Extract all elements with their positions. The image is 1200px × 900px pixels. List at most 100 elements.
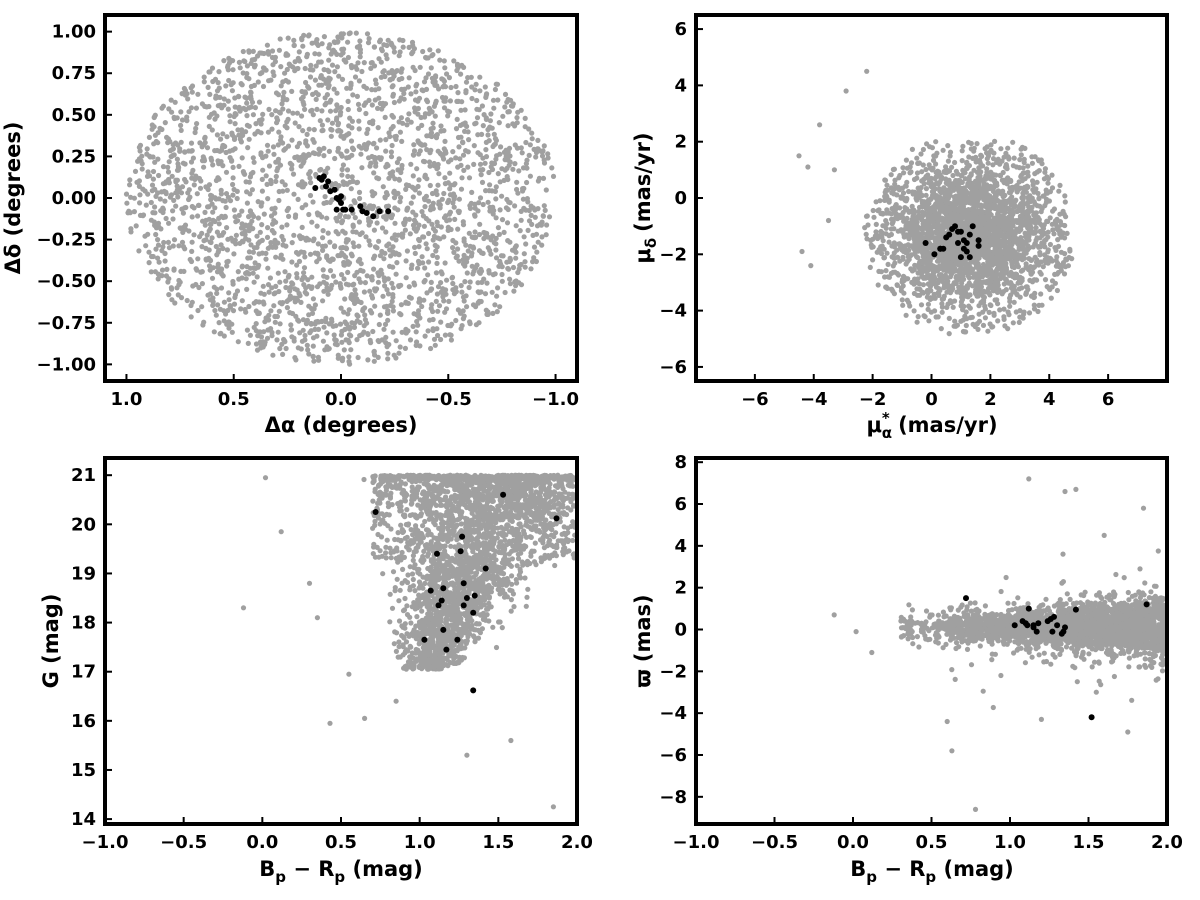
sky-field-point <box>535 137 541 143</box>
sky-field-point <box>128 229 134 235</box>
sky-field-point <box>217 94 223 100</box>
sky-field-point <box>314 251 321 257</box>
sky-field-point <box>437 150 443 156</box>
sky-field-point <box>349 145 356 151</box>
sky-field-point <box>453 317 459 324</box>
sky-field-point <box>244 74 250 81</box>
pm-field-point <box>912 251 918 257</box>
sky-field-point <box>414 318 420 325</box>
sky-field-point <box>140 213 146 219</box>
sky-field-point <box>549 165 555 171</box>
sky-field-point <box>499 278 505 284</box>
sky-field-point <box>247 332 253 338</box>
sky-field-point <box>250 112 256 118</box>
sky-field-point <box>227 113 233 119</box>
sky-field-point <box>143 202 149 208</box>
sky-field-point <box>249 187 255 193</box>
sky-field-point <box>405 84 411 90</box>
sky-field-point <box>491 131 497 137</box>
sky-field-point <box>424 176 430 182</box>
sky-field-point <box>517 262 523 268</box>
sky-field-point <box>333 337 339 343</box>
sky-field-point <box>283 345 289 352</box>
sky-field-point <box>432 342 438 348</box>
sky-field-point <box>308 328 314 334</box>
sky-field-point <box>337 252 343 259</box>
sky-field-point <box>382 101 389 107</box>
sky-field-point <box>194 121 200 127</box>
sky-field-point <box>176 277 182 284</box>
pm-field-point <box>1016 286 1022 292</box>
sky-field-point <box>248 90 254 96</box>
sky-field-point <box>365 357 371 363</box>
sky-field-point <box>139 166 145 172</box>
sky-field-point <box>364 273 370 279</box>
sky-field-point <box>448 226 454 233</box>
sky-field-point <box>361 60 367 66</box>
sky-field-point <box>137 148 143 154</box>
sky-field-point <box>463 148 469 154</box>
sky-field-point <box>455 226 461 232</box>
sky-field-point <box>188 159 195 165</box>
sky-field-point <box>391 49 397 55</box>
pm-field-point <box>1055 237 1061 243</box>
sky-field-point <box>506 266 512 272</box>
sky-field-point <box>355 298 361 304</box>
sky-field-point <box>350 297 356 303</box>
sky-field-point <box>428 65 434 71</box>
sky-field-point <box>327 268 334 274</box>
sky-field-point <box>372 352 378 358</box>
sky-field-point <box>217 102 223 108</box>
sky-field-point <box>416 190 422 196</box>
sky-field-point <box>451 204 457 210</box>
sky-field-point <box>245 145 251 151</box>
panel-sky: 1.0 0.5 0.0 −0.5 −1.0−1.00−0.75−0.50−0.250.0… <box>1 13 579 437</box>
sky-field-point <box>294 110 300 116</box>
sky-field-point <box>311 358 317 364</box>
sky-field-point <box>471 143 477 149</box>
sky-field-point <box>545 151 551 157</box>
sky-field-point <box>393 355 399 361</box>
sky-field-point <box>296 49 302 55</box>
sky-field-point <box>420 158 427 164</box>
sky-field-point <box>475 280 481 286</box>
sky-field-point <box>355 101 362 107</box>
sky-field-point <box>466 137 472 143</box>
sky-field-point <box>386 241 392 247</box>
sky-field-point <box>319 122 325 128</box>
sky-member-point <box>340 206 347 213</box>
sky-field-point <box>209 65 216 71</box>
sky-field-point <box>483 188 489 194</box>
sky-field-point <box>289 240 295 246</box>
sky-field-point <box>424 99 431 105</box>
sky-field-point <box>352 74 359 80</box>
pm-field-point <box>1007 303 1013 309</box>
sky-field-point <box>226 297 232 303</box>
sky-field-point <box>491 160 498 167</box>
sky-field-point <box>327 76 333 82</box>
sky-field-point <box>491 240 497 246</box>
pm-field-point <box>990 324 996 330</box>
sky-field-point <box>290 110 296 116</box>
sky-field-point <box>186 109 192 115</box>
pm-field-point <box>1063 214 1069 220</box>
sky-field-point <box>335 355 341 361</box>
sky-field-point <box>259 176 265 182</box>
sky-field-point <box>331 86 337 92</box>
sky-field-point <box>170 142 176 148</box>
sky-field-point <box>335 34 341 40</box>
sky-field-point <box>210 78 216 85</box>
sky-field-point <box>396 350 402 356</box>
sky-field-point <box>229 130 235 136</box>
sky-x-tick-label: 0.0 <box>325 389 357 410</box>
pm-field-point <box>904 258 911 265</box>
sky-field-point <box>415 125 421 131</box>
sky-field-point <box>417 64 423 70</box>
sky-field-point <box>275 329 281 335</box>
sky-field-point <box>509 103 516 109</box>
sky-field-point <box>230 192 236 198</box>
sky-field-point <box>275 165 281 171</box>
sky-field-point <box>397 49 403 55</box>
sky-field-point <box>255 215 261 221</box>
sky-field-point <box>448 182 454 188</box>
